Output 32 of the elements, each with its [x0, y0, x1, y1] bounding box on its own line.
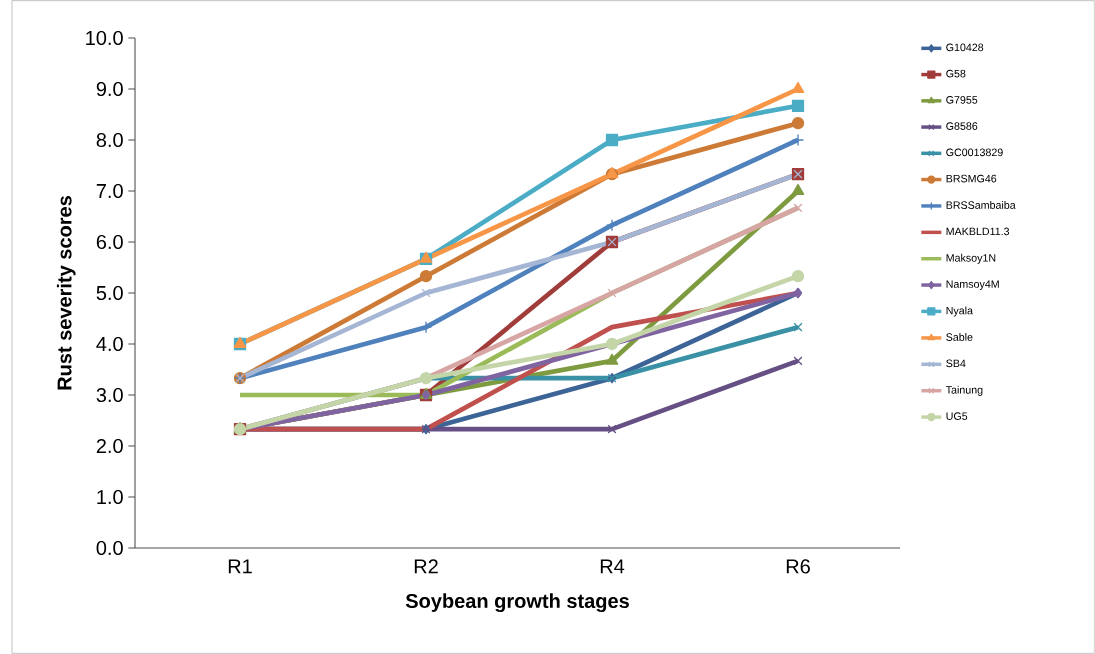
- legend-label: GC0013829: [946, 148, 1003, 157]
- x-tick-label: R1: [228, 559, 252, 574]
- y-tick-label: 1.0: [97, 489, 123, 505]
- y-tick-label: 5.0: [96, 285, 123, 301]
- y-tick-label: 2.0: [96, 438, 123, 454]
- legend-label: BRSMG46: [946, 174, 997, 183]
- legend-label: Namsoy4M: [946, 280, 999, 290]
- legend-label: SB4: [946, 359, 966, 368]
- y-tick-label: 3.0: [96, 387, 123, 403]
- legend-label: BRSSambaiba: [946, 201, 1016, 209]
- y-tick-label: 9.0: [96, 81, 123, 97]
- legend-label: G8586: [946, 122, 978, 130]
- y-tick-label: 4.0: [96, 336, 123, 352]
- legend-label: Sable: [946, 333, 973, 341]
- y-tick-label: 8.0: [96, 132, 123, 148]
- y-tick-label: 10.0: [86, 30, 123, 46]
- y-tick-label: 7.0: [96, 183, 123, 199]
- legend-label: G10428: [946, 43, 984, 52]
- legend-label: Nyala: [946, 306, 973, 317]
- x-tick-label: R6: [786, 559, 810, 574]
- x-tick-label: R4: [600, 559, 625, 574]
- y-axis-title: Rust severity scores: [56, 196, 76, 390]
- x-tick-label: R2: [414, 559, 438, 574]
- y-tick-label: 6.0: [96, 234, 123, 250]
- y-tick-label: 0.0: [96, 540, 123, 556]
- legend-label: G7955: [946, 96, 978, 104]
- legend-label: UG5: [946, 412, 968, 420]
- legend-label: G58: [946, 69, 966, 78]
- legend-label: Tainung: [945, 385, 983, 396]
- x-axis-title: Soybean growth stages: [405, 593, 629, 613]
- legend-label: Maksoy1N: [946, 253, 996, 264]
- legend-label: MAKBLD11.3: [946, 227, 1010, 236]
